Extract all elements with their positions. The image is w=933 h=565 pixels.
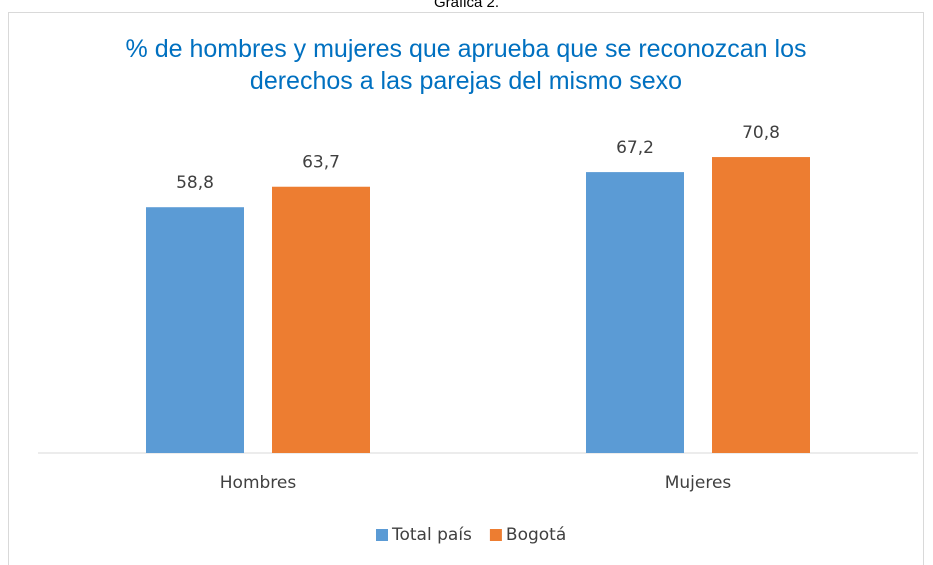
data-label: 58,8 (176, 173, 214, 193)
x-tick-label: Mujeres (665, 473, 732, 493)
bar (586, 172, 684, 453)
data-label: 70,8 (742, 123, 780, 143)
legend-label: Total país (391, 525, 472, 545)
bar (712, 157, 810, 453)
x-tick-label: Hombres (220, 473, 297, 493)
chart-title: % de hombres y mujeres que aprueba que s… (125, 35, 807, 95)
bar (146, 207, 244, 453)
chart-frame (8, 12, 924, 565)
bar (272, 186, 370, 453)
data-label: 67,2 (616, 138, 654, 158)
legend-swatch (376, 529, 388, 541)
data-label: 63,7 (302, 153, 340, 173)
legend-label: Bogotá (506, 525, 566, 545)
legend-swatch (489, 529, 502, 541)
caption: Gráfica 2. (433, 0, 500, 11)
